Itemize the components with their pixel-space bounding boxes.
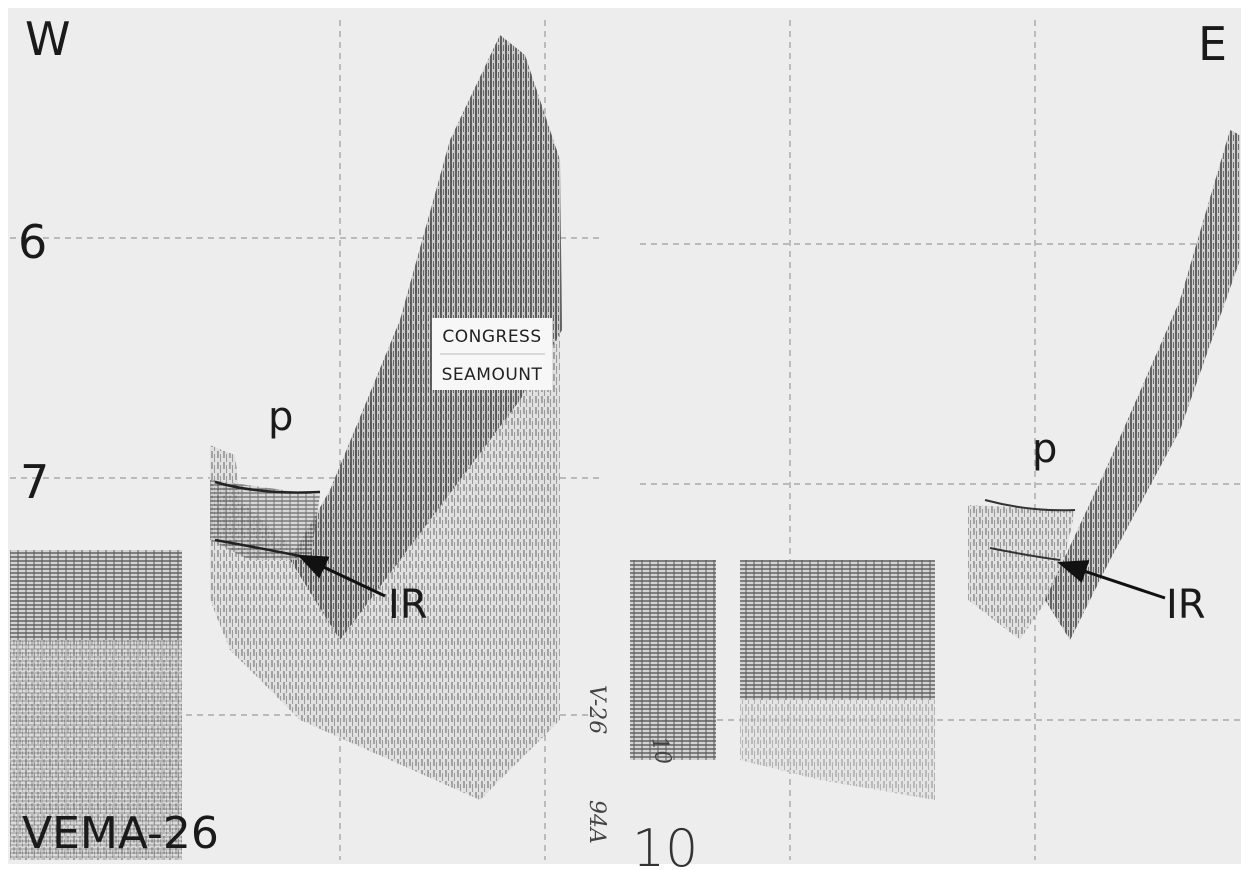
handwritten-note: 94A — [584, 800, 609, 844]
reflector-label: p — [1032, 426, 1057, 472]
seamount-label: CONGRESS — [442, 327, 541, 347]
reflector-label: IR — [1166, 582, 1206, 628]
reflector-label: IR — [388, 582, 428, 628]
reflector-label: p — [268, 394, 293, 440]
direction-label: W — [25, 12, 70, 66]
depth-tick-label: 7 — [20, 455, 49, 509]
handwritten-note: 10 — [646, 735, 675, 767]
record-number: 10 — [632, 819, 698, 870]
handwritten-note: V-26 — [584, 685, 609, 734]
sediment-fill — [630, 560, 716, 760]
sediment-fill — [740, 560, 935, 700]
seamount-label: SEAMOUNT — [442, 365, 543, 385]
ship-label: VEMA-26 — [22, 808, 219, 859]
direction-label: E — [1198, 17, 1227, 71]
depth-tick-label: 6 — [18, 215, 47, 269]
seismic-record: W E 6 7 CONGRESS SEAMOUNT p p IR IR VEMA… — [0, 0, 1247, 870]
